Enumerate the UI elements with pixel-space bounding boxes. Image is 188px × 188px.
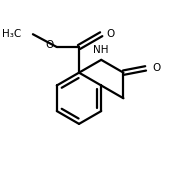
Text: O: O bbox=[46, 40, 54, 50]
Text: O: O bbox=[152, 63, 161, 73]
Text: NH: NH bbox=[93, 45, 109, 55]
Text: H₃C: H₃C bbox=[2, 29, 21, 39]
Text: O: O bbox=[106, 29, 115, 39]
